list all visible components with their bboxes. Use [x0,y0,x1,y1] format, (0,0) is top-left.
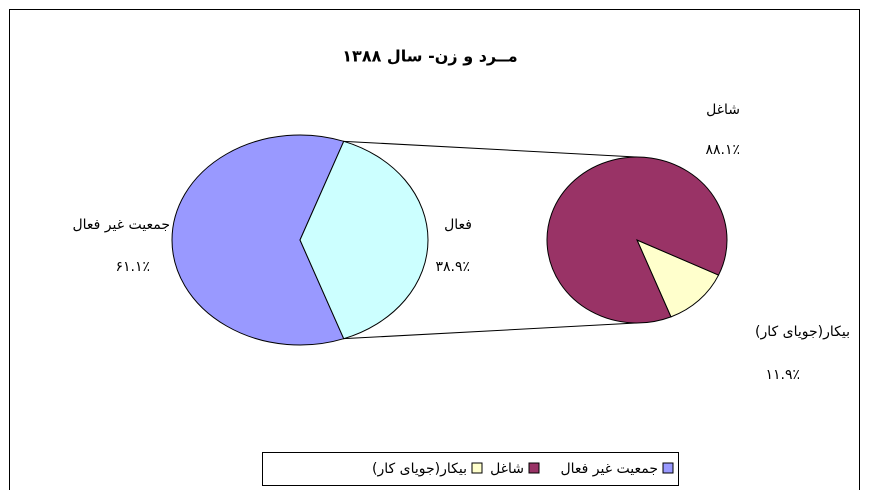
slice-label: فعال [444,217,472,233]
pie-slice [299,140,429,340]
data-label: ۳۸.۹٪ [435,259,470,275]
pie-slice [171,134,345,346]
pie-slice [546,156,728,324]
slice-label: جمعیت غیر فعال [72,217,170,233]
legend-box [262,452,679,486]
legend-swatch [528,462,540,474]
data-label: ۸۸.۱٪ [705,142,740,158]
connector [343,140,638,158]
slice-label: بیکار(جویای کار) [755,324,850,340]
slice-label: شاغل [706,102,740,118]
data-label: ۶۱.۱٪ [115,259,150,275]
legend-swatch [471,462,483,474]
legend-label: جمعیت غیر فعال [560,461,658,477]
legend-label: شاغل [490,461,524,477]
legend-label: بیکار(جویای کار) [372,461,467,477]
frame [9,9,860,490]
data-label: ۱۱.۹٪ [765,367,800,383]
legend-swatch [662,462,674,474]
pie-slice [636,239,720,318]
connector [343,322,638,340]
chart-title: مــرد و زن- سال ۱۳۸۸ [342,47,517,66]
